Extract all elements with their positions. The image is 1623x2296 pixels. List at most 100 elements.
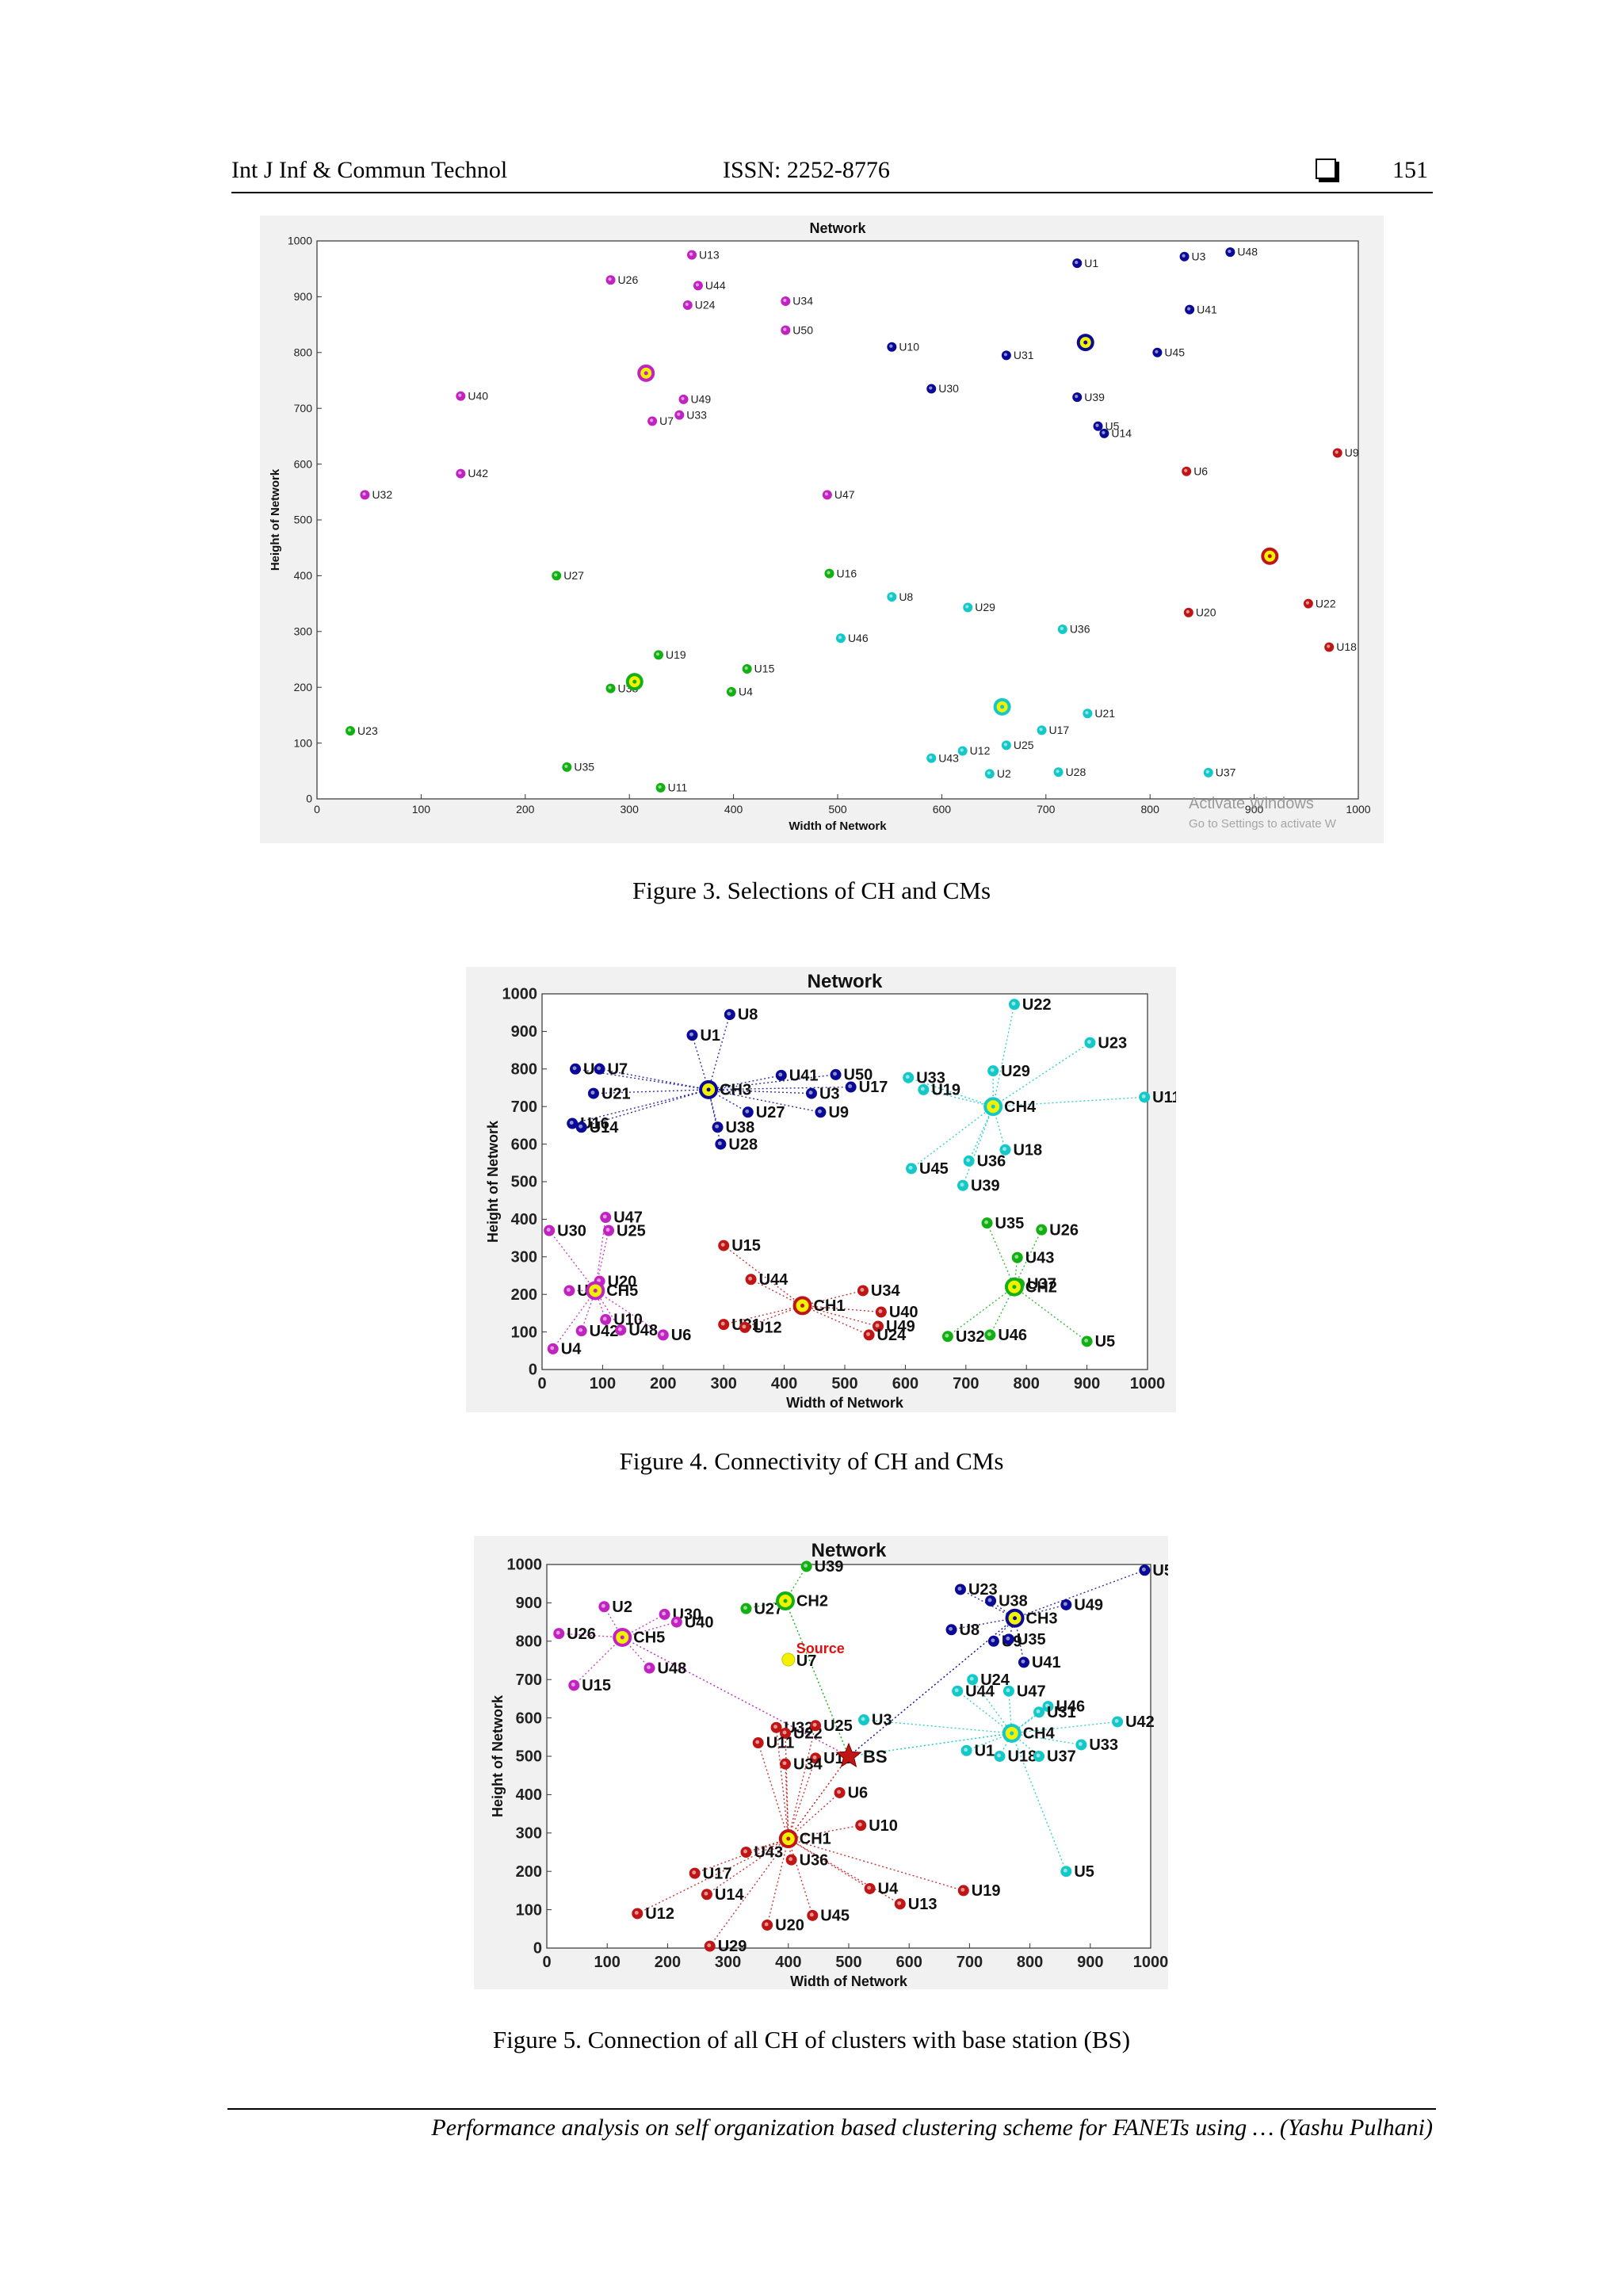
node-highlight — [954, 1688, 959, 1693]
node-label: U37 — [1216, 766, 1236, 779]
y-tick-label: 300 — [294, 625, 313, 637]
link-line — [775, 1727, 789, 1839]
watermark-subtitle: Go to Settings to activate W — [1189, 817, 1337, 831]
node-highlight — [608, 686, 612, 690]
cluster-head-core — [706, 1087, 711, 1092]
cluster-head-label: CH1 — [814, 1297, 846, 1315]
node-highlight — [579, 1328, 583, 1332]
link-line — [788, 1824, 861, 1839]
ch-bs-link — [848, 1618, 1015, 1757]
node-label: U22 — [1316, 597, 1336, 609]
figure-5-chart: Network 0 100 200 300 400 500 600 700 800 900 1000 0… — [474, 1536, 1168, 1989]
node-label: U15 — [754, 663, 775, 675]
node-label: U36 — [800, 1851, 829, 1869]
node-label: U33 — [686, 408, 707, 421]
y-axis-label: Height of Network — [269, 468, 282, 571]
node-label: U24 — [877, 1327, 907, 1344]
node-highlight — [783, 327, 787, 331]
node-label: U17 — [859, 1079, 888, 1096]
node-highlight — [602, 1316, 607, 1321]
node-label: U10 — [899, 340, 919, 353]
footer-text: Performance analysis on self organizatio… — [431, 2115, 1433, 2141]
node-label: U45 — [1164, 346, 1185, 358]
node-label: U36 — [1070, 623, 1090, 636]
x-tick-label: 900 — [1077, 1954, 1103, 1971]
link-line — [788, 1838, 871, 1889]
link-line — [788, 1838, 813, 1916]
y-tick-label: 900 — [511, 1023, 537, 1041]
node-highlight — [1141, 1567, 1146, 1572]
node-highlight — [789, 1857, 793, 1862]
node-highlight — [617, 1327, 622, 1331]
node-highlight — [908, 1165, 913, 1170]
y-tick-label: 100 — [516, 1901, 542, 1919]
node-highlight — [1060, 626, 1064, 631]
node-label: U50 — [1152, 1562, 1168, 1580]
node-label: U35 — [1017, 1631, 1046, 1648]
node-label: U20 — [608, 1273, 637, 1290]
node-label: U14 — [590, 1119, 620, 1137]
node-highlight — [1114, 1718, 1119, 1723]
node-highlight — [1003, 743, 1007, 747]
x-tick-label: 500 — [828, 803, 847, 816]
link-line — [802, 1305, 881, 1313]
chart-title: Network — [812, 1540, 887, 1561]
node-highlight — [837, 1790, 842, 1794]
x-tick-label: 300 — [621, 803, 640, 816]
plot-area — [316, 240, 1359, 800]
node-label: U34 — [871, 1282, 901, 1300]
node-highlight — [1056, 770, 1060, 774]
link-line — [593, 1089, 709, 1095]
link-line — [708, 1089, 722, 1144]
node-highlight — [597, 1278, 601, 1283]
node-highlight — [634, 1910, 639, 1915]
node-highlight — [782, 1761, 787, 1766]
node-label: U19 — [931, 1082, 960, 1099]
node-highlight — [692, 1870, 697, 1875]
link-line — [992, 1004, 1015, 1107]
node-label: U39 — [1084, 391, 1105, 403]
node-label: U28 — [728, 1136, 758, 1153]
y-axis-label: Height of Network — [485, 1120, 501, 1243]
footer-rule — [227, 2108, 1436, 2110]
link-line — [575, 1068, 709, 1091]
node-label: U29 — [1001, 1063, 1030, 1080]
node-highlight — [889, 594, 893, 598]
figure-3-chart: Network 0 100 200 300 400 500 600 700 800 900 1000 0… — [260, 216, 1384, 843]
node-label: U18 — [1008, 1748, 1037, 1766]
source-node-label: U7 — [796, 1652, 817, 1670]
node-label: U47 — [1017, 1683, 1046, 1700]
node-highlight — [720, 1321, 725, 1326]
node-label: U25 — [823, 1717, 853, 1735]
node-highlight — [1038, 1227, 1043, 1232]
node-label: U22 — [1022, 996, 1052, 1014]
node-highlight — [743, 1606, 747, 1610]
node-label: U23 — [1098, 1034, 1127, 1052]
node-highlight — [866, 1331, 871, 1336]
node-highlight — [1063, 1602, 1067, 1606]
link-line — [1011, 1721, 1118, 1734]
node-highlight — [1086, 1040, 1091, 1045]
node-highlight — [689, 252, 693, 256]
link-line — [1014, 1229, 1042, 1288]
node-label: U49 — [886, 1318, 915, 1335]
cluster-head-label: CH4 — [1023, 1725, 1056, 1743]
node-label: U12 — [753, 1320, 782, 1337]
node-highlight — [1327, 644, 1331, 648]
node-highlight — [744, 666, 748, 670]
node-highlight — [1003, 353, 1007, 357]
node-label: U12 — [970, 744, 991, 757]
node-highlight — [964, 1748, 968, 1752]
node-highlight — [608, 277, 612, 281]
node-label: U46 — [1056, 1698, 1085, 1716]
x-tick-label: 0 — [537, 1375, 546, 1392]
node-label: U21 — [601, 1085, 631, 1102]
node-highlight — [1021, 1659, 1025, 1664]
x-tick-label: 300 — [715, 1954, 741, 1971]
x-axis-label: Width of Network — [786, 1395, 904, 1411]
node-label: U45 — [919, 1160, 949, 1178]
cluster-head-label: CH3 — [1026, 1610, 1058, 1627]
node-highlight — [1182, 254, 1186, 258]
x-tick-label: 200 — [516, 803, 535, 816]
link-line — [599, 1068, 709, 1091]
